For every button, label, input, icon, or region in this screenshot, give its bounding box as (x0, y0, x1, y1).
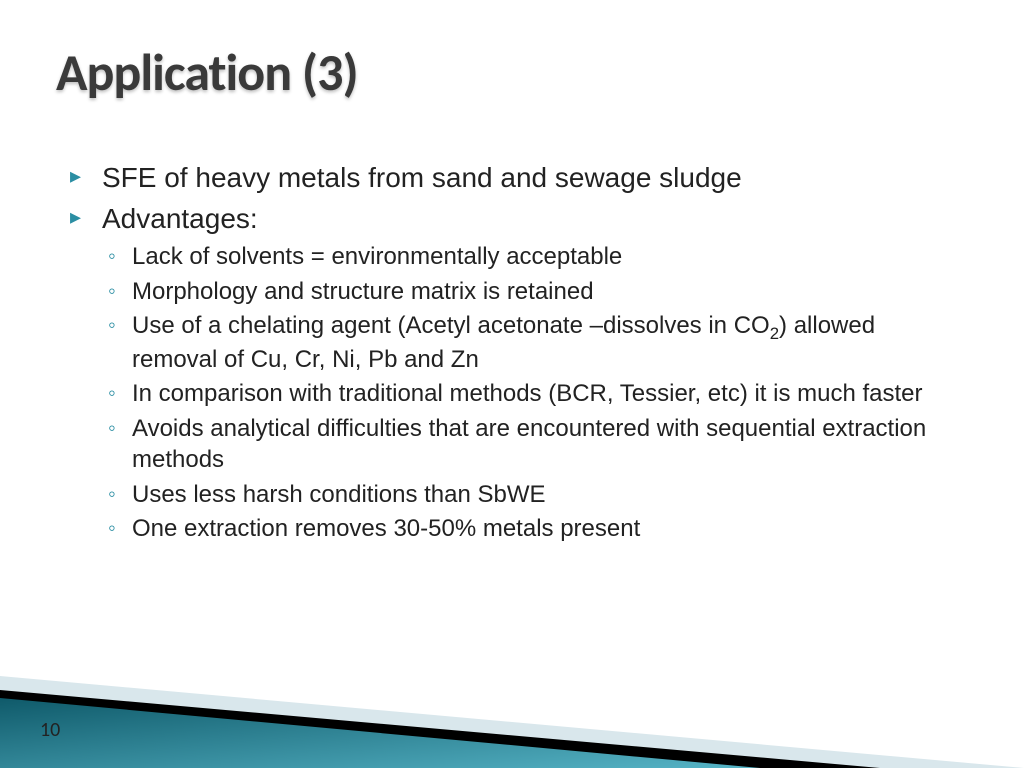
list-item: Advantages: Lack of solvents = environme… (70, 201, 964, 545)
page-number: 10 (40, 718, 60, 742)
list-item: Use of a chelating agent (Acetyl acetona… (102, 311, 964, 375)
list-item: SFE of heavy metals from sand and sewage… (70, 160, 964, 195)
list-item: Avoids analytical difficulties that are … (102, 414, 964, 475)
list-item-text: Advantages: (102, 203, 258, 234)
list-item: Uses less harsh conditions than SbWE (102, 480, 964, 511)
list-item-text: Uses less harsh conditions than SbWE (132, 481, 546, 508)
list-item-text: Lack of solvents = environmentally accep… (132, 243, 622, 270)
list-item-text: In comparison with traditional methods (… (132, 380, 923, 407)
list-item-text: One extraction removes 30-50% metals pre… (132, 515, 640, 542)
slide-title: Application (3) (56, 40, 358, 104)
bullet-list-level1: SFE of heavy metals from sand and sewage… (70, 160, 964, 545)
corner-decoration (0, 648, 1024, 768)
list-item-text: Avoids analytical difficulties that are … (132, 415, 926, 473)
list-item-text: Use of a chelating agent (Acetyl acetona… (132, 312, 875, 372)
list-item: In comparison with traditional methods (… (102, 379, 964, 410)
list-item-text: Morphology and structure matrix is retai… (132, 278, 594, 305)
list-item-text: SFE of heavy metals from sand and sewage… (102, 162, 742, 193)
bullet-list-level2: Lack of solvents = environmentally accep… (102, 242, 964, 545)
list-item: One extraction removes 30-50% metals pre… (102, 514, 964, 545)
slide: Application (3) SFE of heavy metals from… (0, 0, 1024, 768)
list-item: Morphology and structure matrix is retai… (102, 277, 964, 308)
slide-content: SFE of heavy metals from sand and sewage… (70, 160, 964, 551)
list-item: Lack of solvents = environmentally accep… (102, 242, 964, 273)
